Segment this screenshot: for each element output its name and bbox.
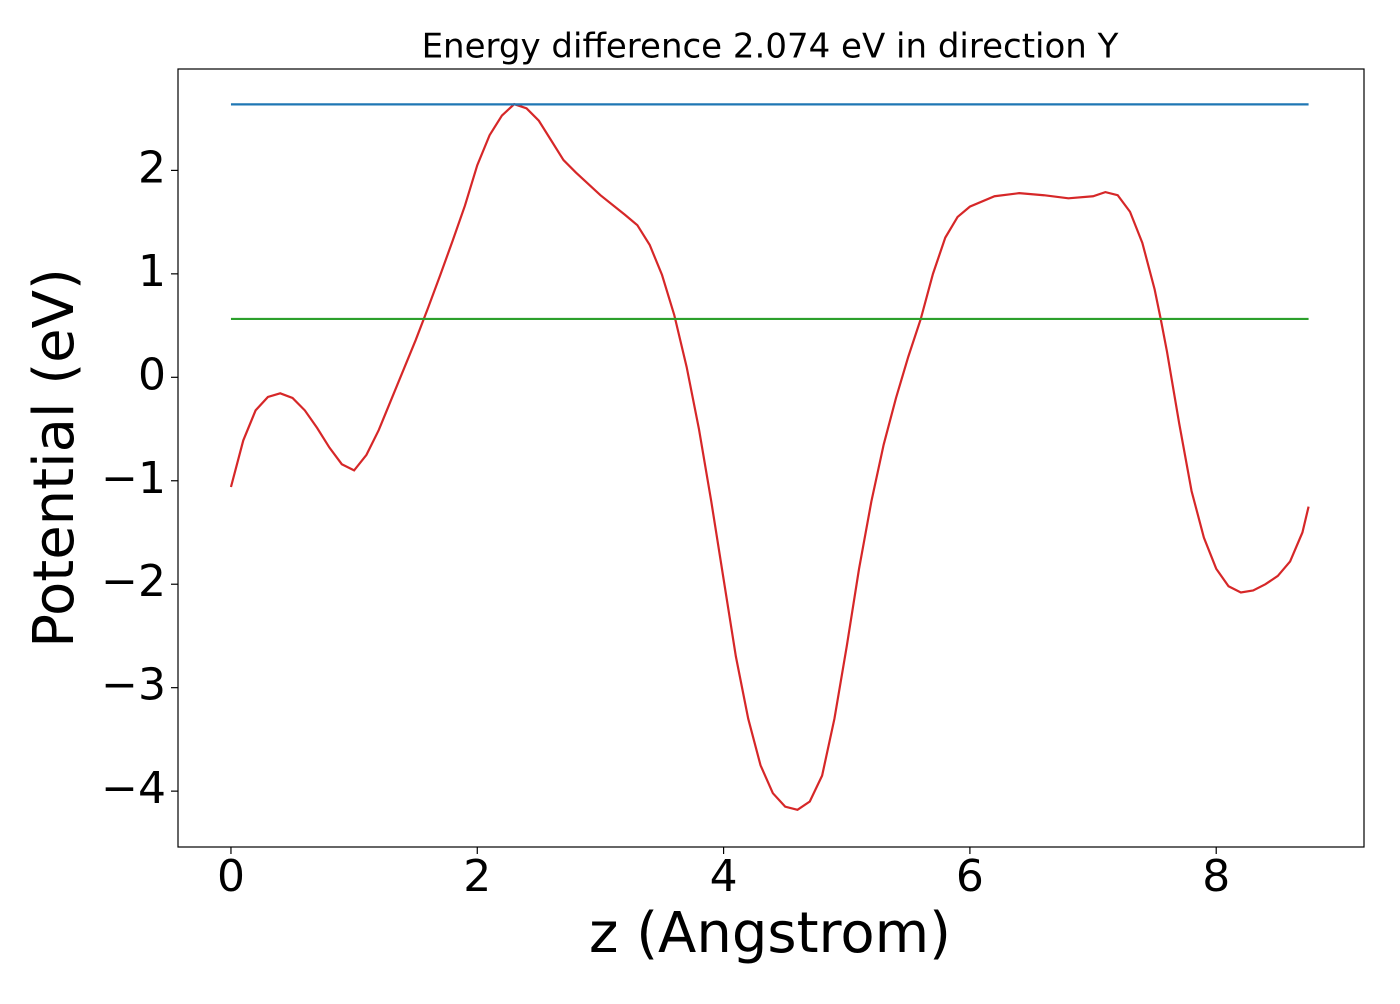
y-tick-label: −3 (101, 660, 166, 711)
x-tick-label: 8 (1202, 851, 1230, 902)
y-tick-label: −1 (101, 453, 166, 504)
x-tick-label: 6 (956, 851, 984, 902)
y-tick-label: −2 (101, 556, 166, 607)
y-tick-label: −4 (101, 763, 166, 814)
x-tick-label: 4 (710, 851, 738, 902)
y-tick-label: 0 (138, 349, 166, 400)
x-tick-label: 2 (463, 851, 491, 902)
x-tick-label: 0 (217, 851, 245, 902)
data-line (229, 102, 1310, 811)
x-axis-label: z (Angstrom) (589, 901, 951, 966)
y-tick-label: 2 (138, 142, 166, 193)
y-axis-label: Potential (eV) (22, 268, 87, 648)
chart-title: Energy difference 2.074 eV in direction … (422, 27, 1119, 67)
y-tick-label: 1 (138, 246, 166, 297)
plot-frame (177, 68, 1365, 848)
